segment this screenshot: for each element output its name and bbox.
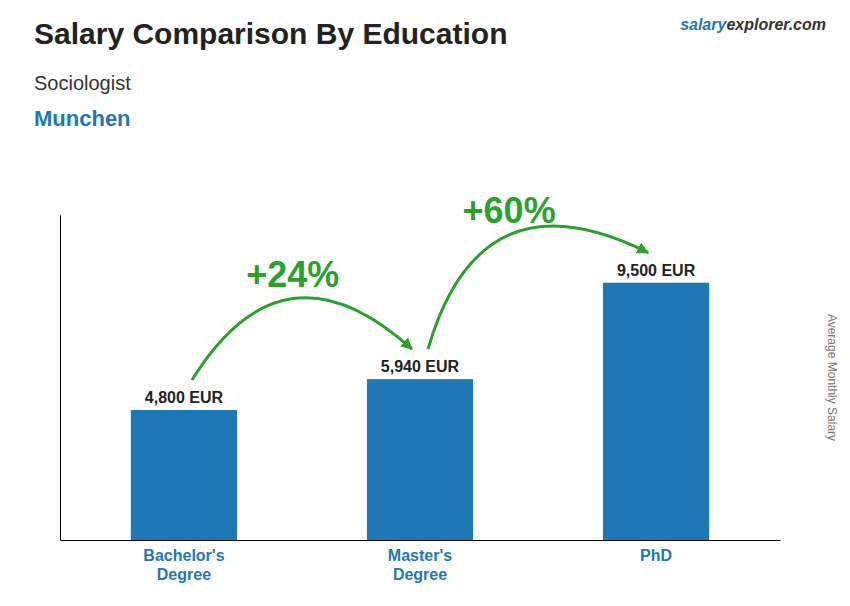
bar	[367, 379, 473, 540]
growth-arrow	[192, 298, 412, 380]
x-tick-label: Master's Degree	[388, 547, 452, 582]
y-axis	[60, 216, 61, 541]
growth-arrow	[428, 226, 648, 349]
growth-label: +24%	[246, 254, 339, 295]
x-tick-label: PhD	[640, 547, 672, 564]
subtitle: Sociologist	[34, 72, 131, 94]
x-axis-line	[61, 540, 781, 541]
x-tick-label: Bachelor's Degree	[143, 547, 224, 582]
bars	[131, 283, 709, 540]
source-part: explorer.com	[726, 16, 826, 33]
x-tick: Bachelor's Degree	[143, 540, 224, 583]
x-tick-label-line: Degree	[393, 566, 447, 583]
x-tick-label-line: Master's	[388, 547, 452, 564]
annotations: +24% +60%	[192, 190, 648, 380]
data-label: 9,500 EUR	[617, 262, 696, 279]
source-part: salary	[680, 16, 727, 33]
y-axis-title: Average Monthly Salary	[825, 314, 839, 441]
bar	[603, 283, 709, 540]
data-label: 4,800 EUR	[145, 389, 224, 406]
x-tick: Master's Degree	[388, 540, 452, 583]
bar	[131, 410, 237, 540]
x-tick-label-line: Bachelor's	[143, 547, 224, 564]
data-labels: 4,800 EUR 5,940 EUR 9,500 EUR	[145, 262, 696, 406]
x-axis: Bachelor's Degree Master's Degree PhD	[61, 540, 781, 583]
plot: Bachelor's Degree Master's Degree PhD 4,800 E…	[61, 190, 781, 583]
subtitle: Munchen	[34, 106, 131, 131]
y-axis-line	[60, 216, 61, 541]
growth-label: +60%	[463, 190, 556, 231]
x-tick-label-line: Degree	[157, 566, 211, 583]
x-tick-label-line: PhD	[640, 547, 672, 564]
x-tick: PhD	[640, 540, 672, 564]
source: salaryexplorer.com	[680, 16, 826, 33]
data-label: 5,940 EUR	[381, 358, 460, 375]
chart: Salary Comparison By Education Sociologis…	[0, 0, 850, 606]
title: Salary Comparison By Education	[34, 17, 507, 50]
